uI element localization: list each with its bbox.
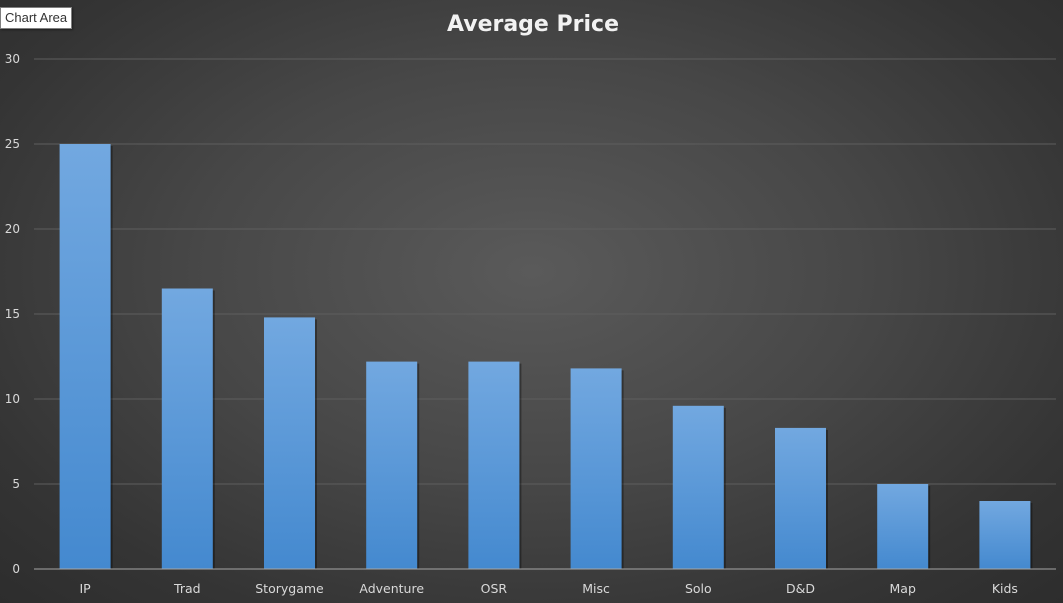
x-category-label: Kids bbox=[992, 581, 1018, 596]
y-tick-label: 20 bbox=[5, 222, 20, 236]
y-tick-label: 25 bbox=[5, 137, 20, 151]
x-category-label: Adventure bbox=[359, 581, 424, 596]
bar-ip[interactable] bbox=[59, 144, 111, 569]
x-category-label: OSR bbox=[481, 581, 508, 596]
bar-solo[interactable] bbox=[672, 405, 724, 569]
bar-kids[interactable] bbox=[979, 501, 1031, 569]
bar-map[interactable] bbox=[877, 484, 929, 569]
chart-area-tooltip: Chart Area bbox=[0, 7, 73, 29]
bar-d-d[interactable] bbox=[775, 427, 826, 569]
x-category-label: Trad bbox=[173, 581, 201, 596]
bars bbox=[59, 144, 1033, 570]
y-tick-label: 10 bbox=[5, 392, 20, 406]
x-category-label: Map bbox=[890, 581, 916, 596]
y-tick-label: 5 bbox=[12, 477, 20, 491]
x-category-label: D&D bbox=[786, 581, 815, 596]
x-category-label: Misc bbox=[582, 581, 610, 596]
bar-adventure[interactable] bbox=[366, 361, 418, 569]
y-tick-label: 15 bbox=[5, 307, 20, 321]
bar-trad[interactable] bbox=[161, 288, 213, 570]
y-tick-label: 30 bbox=[5, 52, 20, 66]
x-category-label: Solo bbox=[685, 581, 712, 596]
chart-title[interactable]: Average Price bbox=[447, 12, 619, 37]
y-tick-label: 0 bbox=[12, 562, 20, 576]
x-category-label: Storygame bbox=[255, 581, 324, 596]
x-category-label: IP bbox=[79, 581, 91, 596]
bar-misc[interactable] bbox=[570, 368, 622, 569]
bar-storygame[interactable] bbox=[264, 317, 315, 569]
axes: 0 5 10 15 20 25 30 IP Trad Storygame Adventure OSR M… bbox=[5, 52, 1056, 596]
bar-osr[interactable] bbox=[468, 361, 520, 569]
